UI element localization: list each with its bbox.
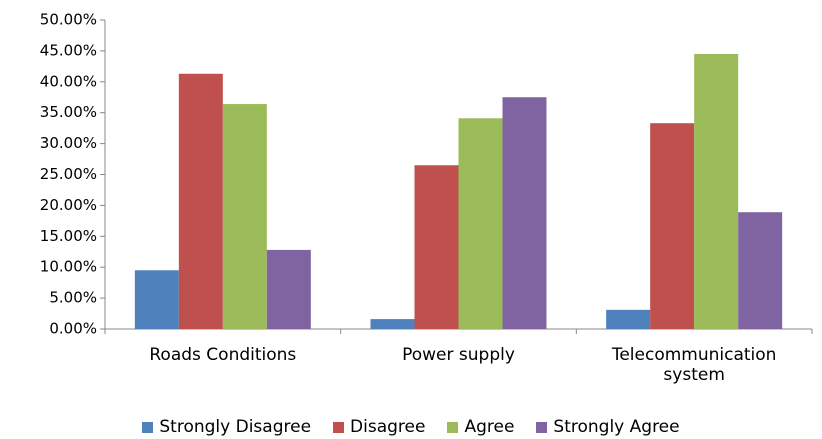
legend-item: Strongly Disagree — [142, 417, 311, 437]
y-tick-label: 25.00% — [40, 165, 97, 183]
legend-label: Agree — [464, 417, 515, 437]
y-tick-label: 20.00% — [40, 196, 97, 214]
legend-item: Strongly Agree — [536, 417, 680, 437]
x-tick-label: Power supply — [402, 345, 515, 365]
plot: 0.00% 5.00% 10.00% 15.00% 20.00% 25.00% 30.00%… — [40, 11, 813, 338]
y-tick-label: 10.00% — [40, 258, 97, 276]
y-tick-label: 35.00% — [40, 103, 97, 121]
bar — [266, 249, 311, 329]
bar — [694, 53, 739, 330]
legend: Strongly Disagree Disagree Agree Strongly A… — [0, 417, 822, 437]
legend-label: Strongly Agree — [553, 417, 680, 437]
bar — [414, 165, 459, 329]
y-tick-label: 50.00% — [40, 11, 97, 29]
y-tick-label: 40.00% — [40, 72, 97, 90]
legend-swatch — [333, 421, 345, 433]
bar — [222, 104, 267, 329]
bar — [178, 73, 223, 330]
x-tick-label: Telecommunication system — [611, 345, 777, 385]
bar — [606, 309, 651, 329]
y-tick-label: 5.00% — [49, 289, 97, 307]
bar — [458, 118, 503, 330]
legend-item: Disagree — [333, 417, 425, 437]
y-tick-label: 30.00% — [40, 134, 97, 152]
y-tick-label: 45.00% — [40, 41, 97, 59]
y-tick-label: 0.00% — [49, 320, 97, 338]
legend-swatch — [447, 421, 459, 433]
bar — [134, 270, 179, 329]
legend-swatch — [536, 421, 548, 433]
x-tick-label: Roads Conditions — [149, 345, 297, 365]
bar — [502, 97, 547, 329]
legend-swatch — [142, 421, 154, 433]
bar — [370, 319, 415, 329]
y-tick-label: 15.00% — [40, 227, 97, 245]
legend-label: Disagree — [350, 417, 426, 437]
bar — [650, 123, 695, 330]
legend-label: Strongly Disagree — [159, 417, 312, 437]
bar — [738, 212, 783, 329]
legend-item: Agree — [447, 417, 514, 437]
